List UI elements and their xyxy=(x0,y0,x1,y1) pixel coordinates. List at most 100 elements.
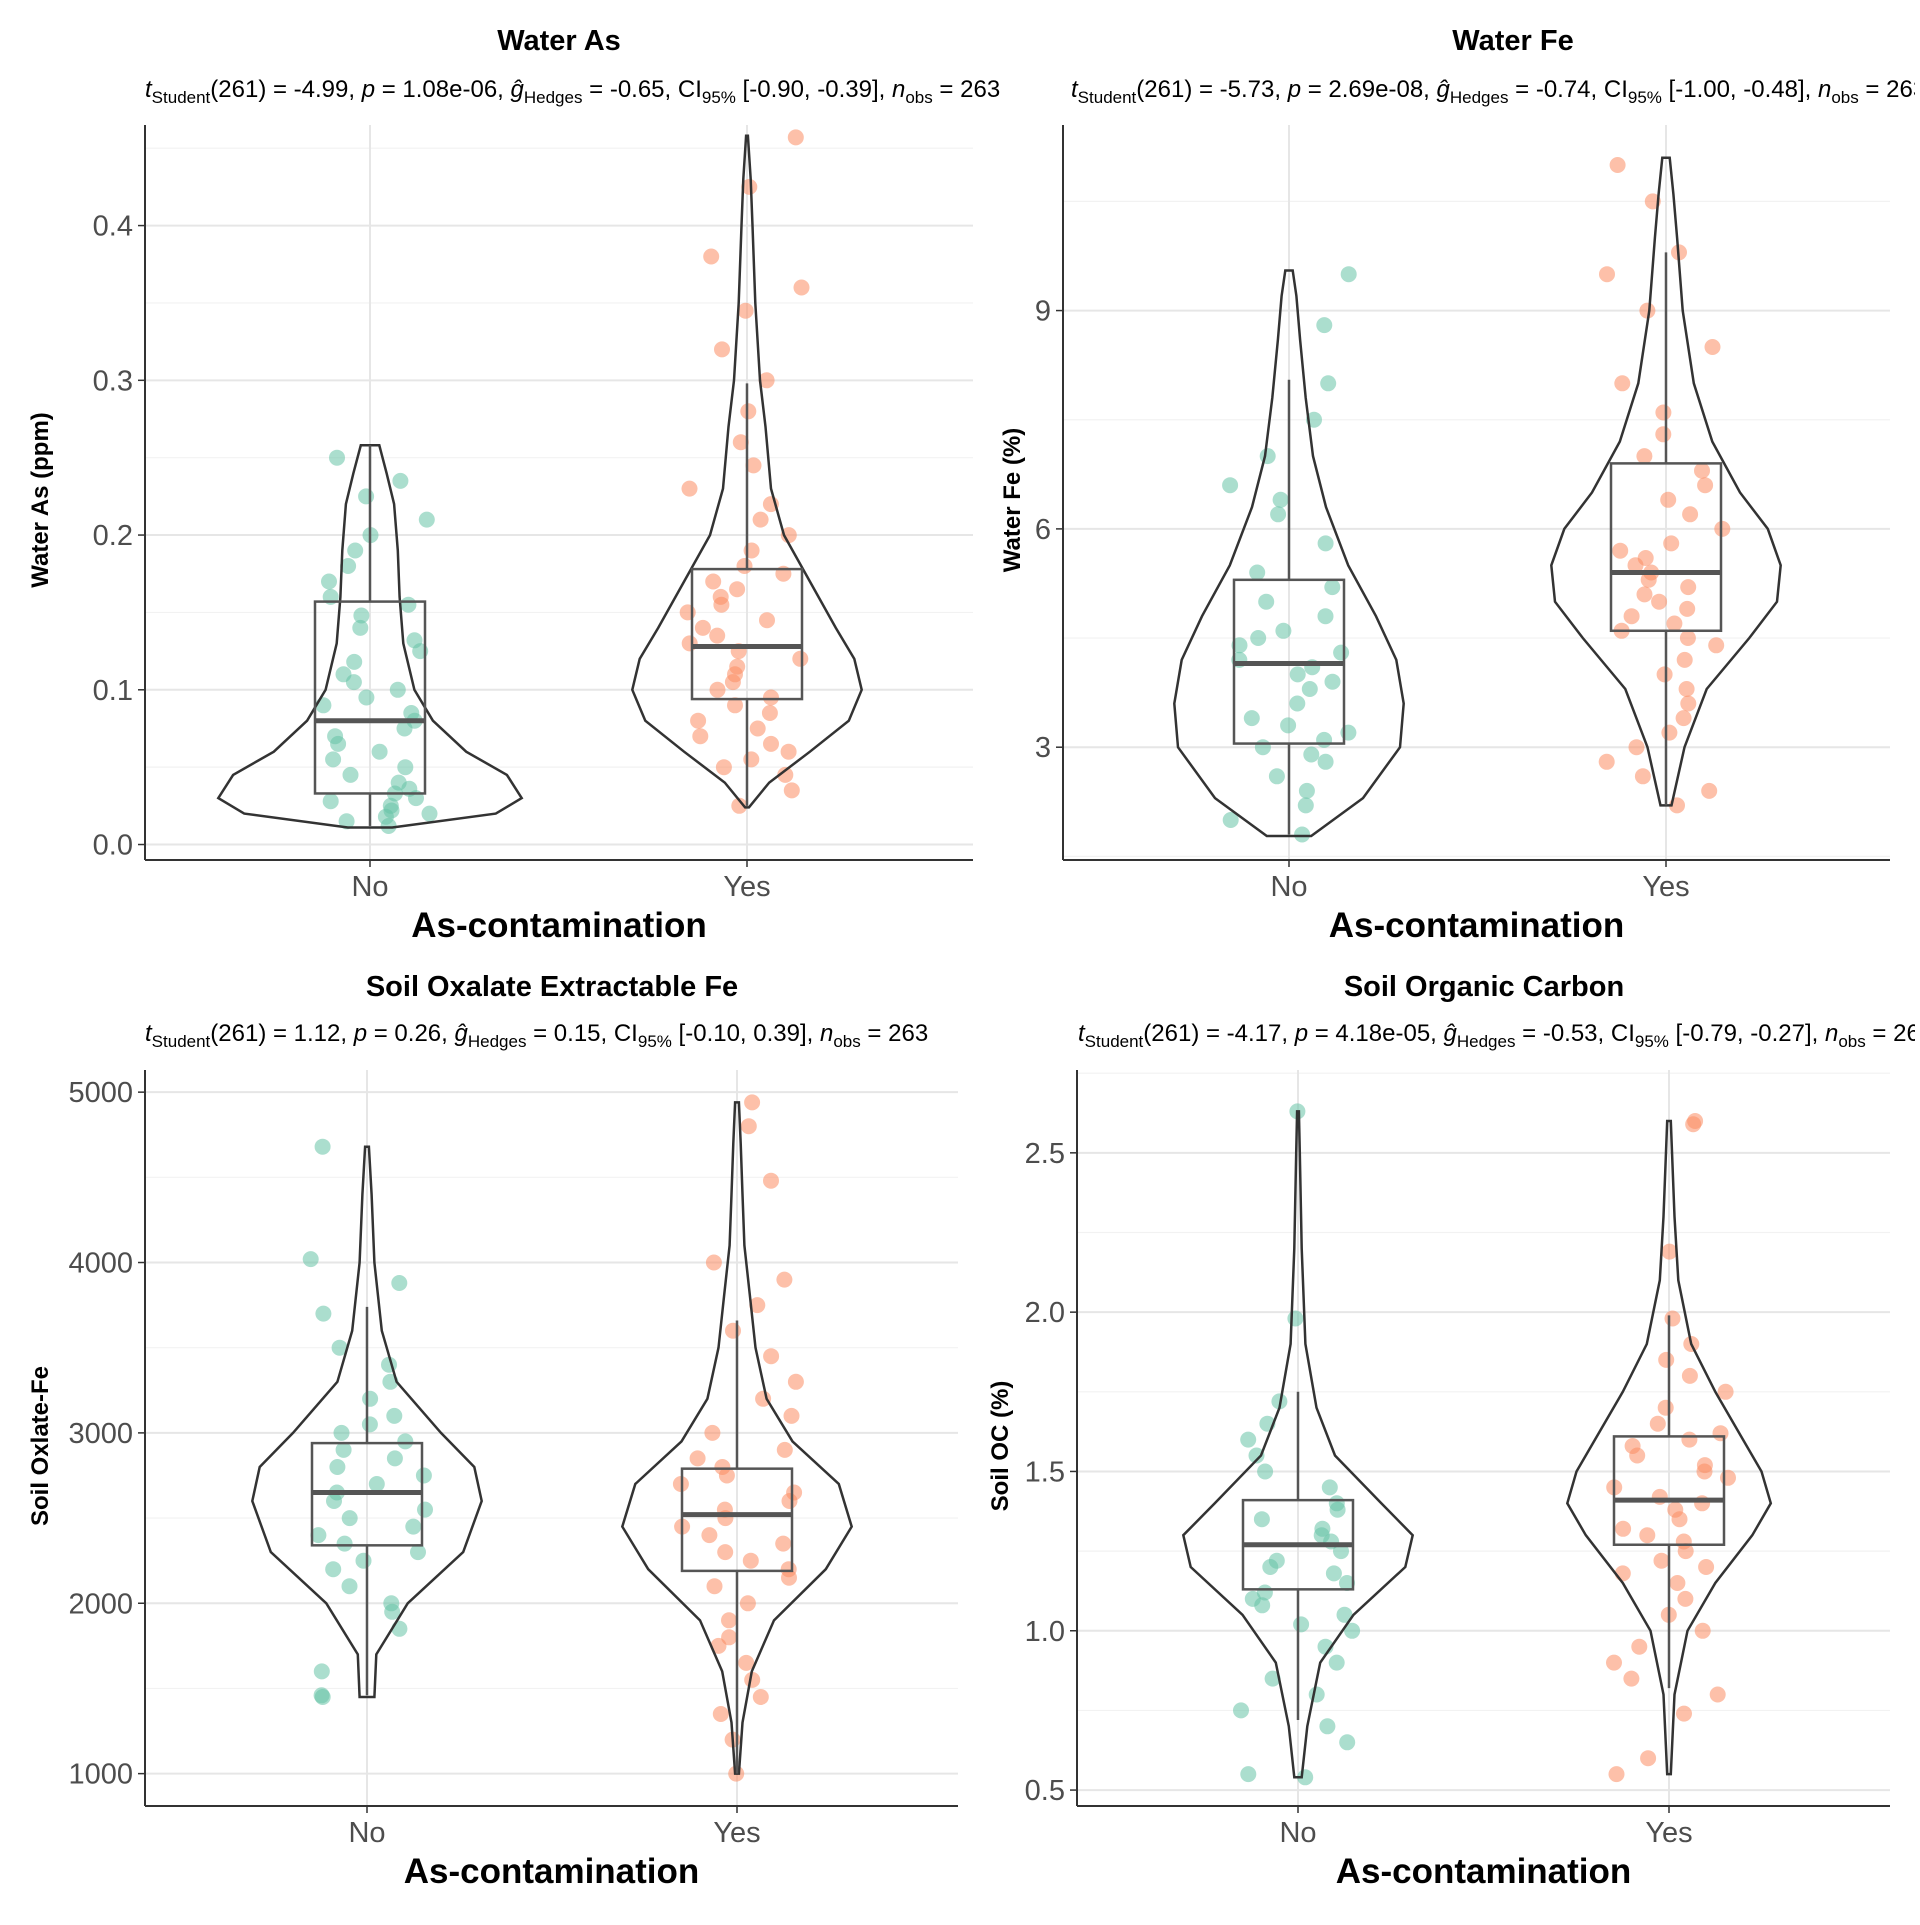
data-point xyxy=(346,653,363,670)
data-point xyxy=(776,1441,793,1458)
data-point xyxy=(1324,579,1341,596)
data-point xyxy=(329,1459,346,1475)
data-point xyxy=(1328,1495,1345,1512)
data-point xyxy=(1328,1654,1345,1671)
data-point xyxy=(709,627,726,644)
stats-subscript: Student xyxy=(1078,88,1137,107)
data-point xyxy=(1663,535,1680,552)
data-point xyxy=(703,248,720,265)
data-point xyxy=(706,1578,723,1595)
data-point xyxy=(1639,1527,1656,1544)
data-point xyxy=(690,712,707,729)
data-point xyxy=(727,697,743,714)
data-point xyxy=(1655,404,1672,421)
data-point xyxy=(793,279,810,296)
stats-subscript: Student xyxy=(152,1032,211,1051)
data-point xyxy=(1259,448,1276,465)
data-point xyxy=(1303,746,1320,763)
data-point xyxy=(1675,1533,1692,1550)
data-point xyxy=(1254,739,1271,756)
data-point xyxy=(729,658,746,675)
panel-3: 0.5 1.0 1.5 2.0 2.5 No Yes As-contamination Soil… xyxy=(987,971,1915,1891)
data-point xyxy=(340,558,357,574)
data-point xyxy=(701,1527,718,1544)
data-point xyxy=(1240,1766,1257,1783)
data-point xyxy=(1660,491,1677,508)
data-point xyxy=(361,1416,378,1433)
data-point xyxy=(1614,1565,1631,1582)
stats-p-symbol: p xyxy=(1287,76,1301,103)
data-point xyxy=(1709,1686,1726,1703)
data-point xyxy=(313,1687,330,1704)
data-point xyxy=(740,1118,757,1135)
data-point xyxy=(314,1138,331,1155)
x-tick-label: Yes xyxy=(1645,1817,1692,1849)
data-point xyxy=(321,573,337,590)
data-point xyxy=(1677,1590,1694,1607)
data-point xyxy=(1253,1511,1270,1528)
y-tick-label: 0.0 xyxy=(93,830,133,862)
data-point xyxy=(336,1535,353,1552)
data-point xyxy=(743,751,760,768)
stats-p-value: = 4.18e-05, xyxy=(1308,1020,1443,1047)
data-point xyxy=(783,782,800,799)
y-tick-label: 3 xyxy=(1035,732,1051,764)
data-point xyxy=(763,735,779,752)
data-point xyxy=(403,705,420,721)
box-iqr xyxy=(690,567,804,701)
stats-g-symbol: ĝ xyxy=(1444,1020,1458,1047)
y-tick-label: 0.3 xyxy=(93,365,133,397)
data-point xyxy=(709,681,726,698)
data-point xyxy=(744,1671,761,1688)
stats-subscript: obs xyxy=(833,1032,860,1051)
stats-g-value: = -0.53, CI xyxy=(1515,1020,1634,1047)
data-point xyxy=(741,178,758,195)
data-point xyxy=(397,759,414,776)
stats-n-symbol: n xyxy=(820,1020,833,1047)
data-point xyxy=(1316,731,1333,748)
stats-subscript: Student xyxy=(1085,1032,1144,1051)
x-tick-label: No xyxy=(351,871,388,903)
data-point xyxy=(1287,1310,1304,1327)
data-point xyxy=(1293,1616,1310,1633)
data-point xyxy=(1268,768,1285,785)
data-point xyxy=(1714,520,1731,537)
stats-ci-value: [-0.10, 0.39], xyxy=(672,1020,820,1047)
data-point xyxy=(1598,753,1615,770)
data-point xyxy=(761,705,778,721)
data-point xyxy=(1294,826,1311,843)
data-point xyxy=(1272,491,1289,508)
stats-t-symbol: t xyxy=(145,1020,153,1047)
data-point xyxy=(352,619,369,636)
data-point xyxy=(752,511,769,528)
data-point xyxy=(386,1407,403,1424)
data-point xyxy=(787,129,804,146)
data-point xyxy=(418,511,435,528)
data-point xyxy=(315,1305,332,1322)
panel-title: Soil Organic Carbon xyxy=(1344,971,1624,1003)
stats-n-value: = 263 xyxy=(933,76,1000,103)
violin-outline xyxy=(1173,269,1405,838)
data-point xyxy=(1316,317,1333,334)
stats-ci-value: [-0.90, -0.39], xyxy=(736,76,892,103)
y-tick-label: 6 xyxy=(1035,514,1051,546)
data-point xyxy=(1681,1367,1698,1384)
stats-group: tStudent(261) = 1.12, p = 0.26, ĝHedges … xyxy=(145,1020,928,1051)
stats-subscript: Hedges xyxy=(1450,88,1509,107)
data-point xyxy=(1623,608,1640,625)
data-point xyxy=(1612,542,1629,559)
data-point xyxy=(1656,666,1673,683)
data-point xyxy=(780,743,797,760)
stats-p-symbol: p xyxy=(361,76,375,103)
data-point xyxy=(1289,666,1306,683)
y-tick-label: 2000 xyxy=(68,1588,133,1620)
data-point xyxy=(391,1275,408,1291)
data-point xyxy=(315,697,332,714)
data-point xyxy=(1667,1501,1684,1518)
data-point xyxy=(1339,1734,1356,1751)
box-iqr xyxy=(1612,1435,1726,1546)
data-point xyxy=(1339,1575,1355,1591)
data-point xyxy=(362,1390,379,1407)
stats-subscript: 95% xyxy=(1628,88,1662,107)
data-point xyxy=(1264,1670,1281,1687)
